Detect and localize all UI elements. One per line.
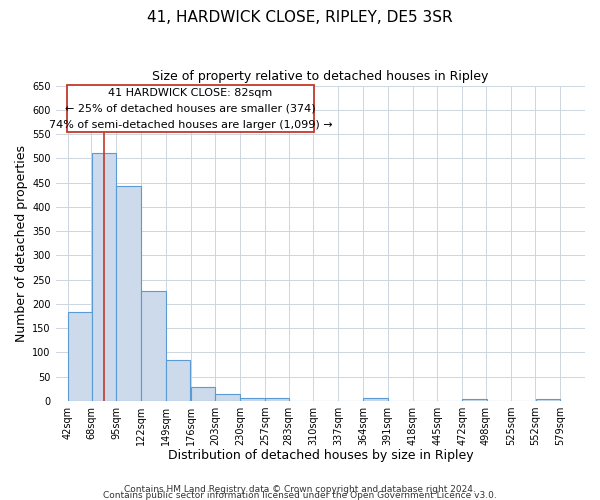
Bar [191,388,215,401]
Bar [240,398,265,401]
Text: 74% of semi-detached houses are larger (1,099) →: 74% of semi-detached houses are larger (… [49,120,332,130]
Text: ← 25% of detached houses are smaller (374): ← 25% of detached houses are smaller (37… [65,104,316,114]
Text: 41, HARDWICK CLOSE, RIPLEY, DE5 3SR: 41, HARDWICK CLOSE, RIPLEY, DE5 3SR [147,10,453,25]
Bar [116,186,141,401]
Text: 41 HARDWICK CLOSE: 82sqm: 41 HARDWICK CLOSE: 82sqm [109,88,272,99]
Bar [68,312,92,401]
Bar [166,360,190,401]
Bar [536,398,560,401]
Bar [363,398,388,401]
Title: Size of property relative to detached houses in Ripley: Size of property relative to detached ho… [152,70,488,83]
Text: Contains public sector information licensed under the Open Government Licence v3: Contains public sector information licen… [103,490,497,500]
Text: Contains HM Land Registry data © Crown copyright and database right 2024.: Contains HM Land Registry data © Crown c… [124,485,476,494]
X-axis label: Distribution of detached houses by size in Ripley: Distribution of detached houses by size … [167,450,473,462]
FancyBboxPatch shape [67,85,314,132]
Bar [92,154,116,401]
Y-axis label: Number of detached properties: Number of detached properties [15,145,28,342]
Bar [215,394,240,401]
Bar [462,398,487,401]
Bar [141,291,166,401]
Bar [265,398,289,401]
